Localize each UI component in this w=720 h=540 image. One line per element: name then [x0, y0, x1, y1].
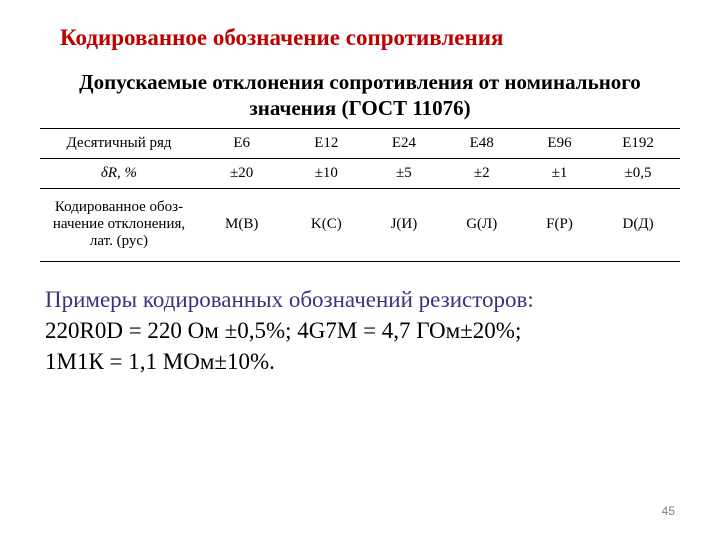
table-row: δR, % ±20 ±10 ±5 ±2 ±1 ±0,5 [40, 158, 680, 188]
cell-series: E48 [441, 128, 523, 158]
row-header-series: Десятичный ряд [40, 128, 198, 158]
table-row: Кодированное обоз- начение отклонения, л… [40, 188, 680, 261]
sub-title: Допускаемые отклонения сопротивления от … [65, 69, 655, 122]
cell-series: E12 [285, 128, 367, 158]
cell-series: E192 [596, 128, 680, 158]
cell-series: E24 [367, 128, 440, 158]
row-header-code-l1: Кодированное обоз- [55, 199, 183, 215]
cell-series: E6 [198, 128, 285, 158]
table-row: Десятичный ряд E6 E12 E24 E48 E96 E192 [40, 128, 680, 158]
cell-code: M(В) [198, 188, 285, 261]
cell-code: J(И) [367, 188, 440, 261]
cell-dr: ±20 [198, 158, 285, 188]
examples-line2: 220R0D = 220 Ом ±0,5%; 4G7M = 4,7 ГОм±20… [45, 318, 521, 343]
row-header-code-l3: лат. (рус) [90, 233, 148, 249]
cell-dr: ±1 [523, 158, 596, 188]
row-header-code-l2: начение отклонения, [53, 216, 185, 232]
cell-dr: ±0,5 [596, 158, 680, 188]
cell-code: D(Д) [596, 188, 680, 261]
cell-dr: ±5 [367, 158, 440, 188]
cell-code: G(Л) [441, 188, 523, 261]
cell-dr: ±2 [441, 158, 523, 188]
examples-block: Примеры кодированных обозначений резисто… [45, 284, 675, 377]
examples-intro: Примеры кодированных обозначений резисто… [45, 287, 534, 312]
page-number: 45 [662, 504, 675, 518]
cell-dr: ±10 [285, 158, 367, 188]
tolerance-table: Десятичный ряд E6 E12 E24 E48 E96 E192 δ… [40, 128, 680, 262]
row-header-dr: δR, % [40, 158, 198, 188]
main-title: Кодированное обозначение сопротивления [60, 25, 685, 51]
row-header-code: Кодированное обоз- начение отклонения, л… [40, 188, 198, 261]
cell-code: K(С) [285, 188, 367, 261]
cell-code: F(Р) [523, 188, 596, 261]
examples-line3: 1М1К = 1,1 МОм±10%. [45, 349, 275, 374]
cell-series: E96 [523, 128, 596, 158]
